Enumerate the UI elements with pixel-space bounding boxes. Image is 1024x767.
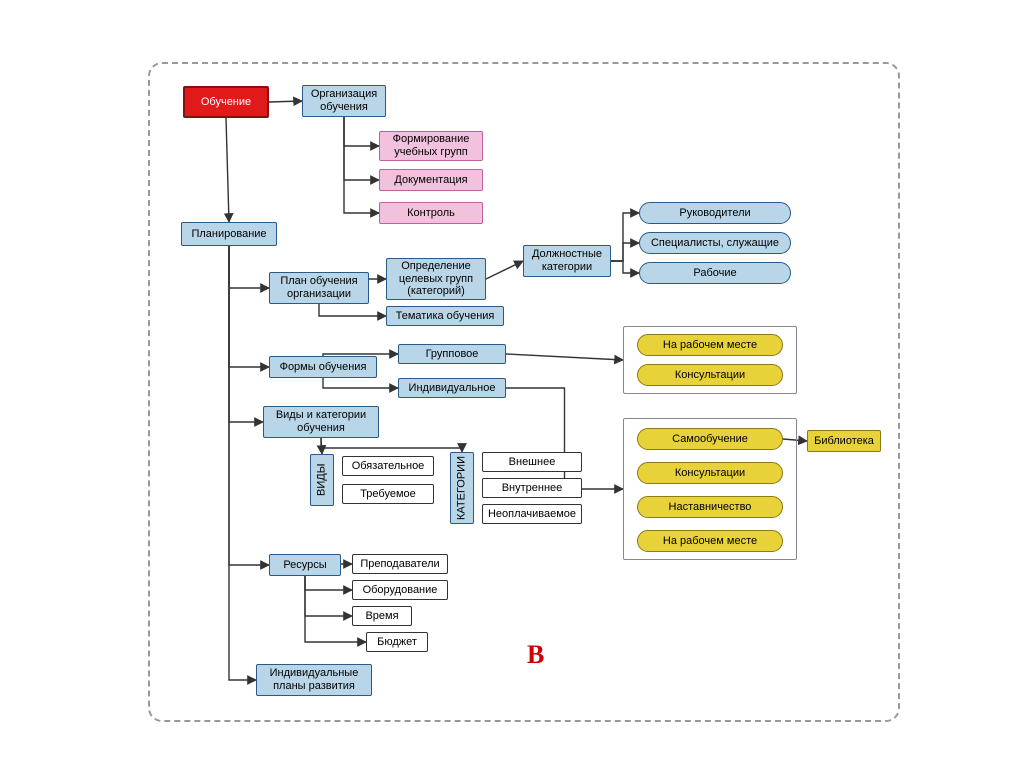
- node-n_teach: Преподаватели: [352, 554, 448, 574]
- section-letter: B: [527, 640, 544, 670]
- node-n_kinds: Виды и категорииобучения: [263, 406, 379, 438]
- node-n_doc: Документация: [379, 169, 483, 191]
- diagram-canvas: B Обучение Организацияобучения Формировани…: [0, 0, 1024, 767]
- node-n_plan: Планирование: [181, 222, 277, 246]
- node-n_g2d: На рабочем месте: [637, 530, 783, 552]
- node-n_int: Внутреннее: [482, 478, 582, 498]
- node-n_g1a: На рабочем месте: [637, 334, 783, 356]
- node-n_g1b: Консультации: [637, 364, 783, 386]
- node-n_theme: Тематика обучения: [386, 306, 504, 326]
- node-n_lib: Библиотека: [807, 430, 881, 452]
- node-n_planorg: План обученияорганизации: [269, 272, 369, 304]
- node-n_form: Формированиеучебных групп: [379, 131, 483, 161]
- node-n_cat: Должностныекатегории: [523, 245, 611, 277]
- node-n_ruk: Руководители: [639, 202, 791, 224]
- node-n_req: Требуемое: [342, 484, 434, 504]
- node-n_vidy: ВИДЫ: [310, 454, 334, 506]
- node-n_budget: Бюджет: [366, 632, 428, 652]
- node-n_ctrl: Контроль: [379, 202, 483, 224]
- node-n_indiv: Индивидуальное: [398, 378, 506, 398]
- node-n_rab: Рабочие: [639, 262, 791, 284]
- node-n_g2c: Наставничество: [637, 496, 783, 518]
- node-n_res: Ресурсы: [269, 554, 341, 576]
- node-n_spec: Специалисты, служащие: [639, 232, 791, 254]
- node-n_g2b: Консультации: [637, 462, 783, 484]
- node-n_time: Время: [352, 606, 412, 626]
- node-n_targ: Определениецелевых групп(категорий): [386, 258, 486, 300]
- node-n_org: Организацияобучения: [302, 85, 386, 117]
- node-n_equip: Оборудование: [352, 580, 448, 600]
- node-n_train: Обучение: [183, 86, 269, 118]
- node-n_group: Групповое: [398, 344, 506, 364]
- node-n_ext: Внешнее: [482, 452, 582, 472]
- node-n_unp: Неоплачиваемое: [482, 504, 582, 524]
- node-n_ipr: Индивидуальныепланы развития: [256, 664, 372, 696]
- node-n_oblig: Обязательное: [342, 456, 434, 476]
- node-n_kats: КАТЕГОРИИ: [450, 452, 474, 524]
- node-n_g2a: Самообучение: [637, 428, 783, 450]
- node-n_forms: Формы обучения: [269, 356, 377, 378]
